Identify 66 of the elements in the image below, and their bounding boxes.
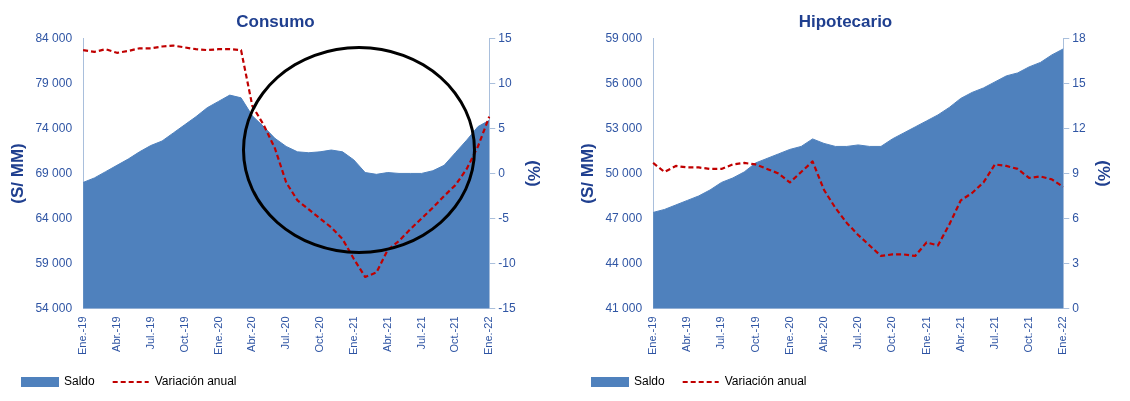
y2-tick-label: 18 <box>1072 30 1086 45</box>
y-tick-label: 59 000 <box>35 255 73 270</box>
y2-tick-label: 6 <box>1072 210 1080 225</box>
y2-axis-title: (%) <box>524 160 544 187</box>
y-tick-label: 84 000 <box>35 30 73 45</box>
x-tick-label: Abr.-20 <box>245 316 258 352</box>
y2-tick-label: -15 <box>498 300 516 315</box>
x-tick-label: Ene.-19 <box>76 316 89 355</box>
y2-tick-label: 0 <box>498 165 506 180</box>
y2-axis-title: (%) <box>1094 160 1114 187</box>
y-tick-label: 47 000 <box>605 210 643 225</box>
y-tick-label: 44 000 <box>605 255 643 270</box>
x-tick-label: Jul.-20 <box>851 316 864 350</box>
x-tick-label: Jul.-20 <box>279 316 292 350</box>
x-tick-label: Ene.-22 <box>1056 316 1069 355</box>
x-tick-label: Ene.-22 <box>482 316 495 355</box>
chart-title: Hipotecario <box>798 11 893 31</box>
x-tick-label: Ene.-20 <box>211 316 224 355</box>
line-series <box>82 44 491 279</box>
y-tick-label: 53 000 <box>605 120 643 135</box>
y-tick-label: 59 000 <box>605 30 643 45</box>
x-tick-label: Ene.-19 <box>646 316 659 355</box>
x-tick-label: Abr.-19 <box>109 316 122 352</box>
y-tick-label: 79 000 <box>35 75 73 90</box>
y-tick-label: 56 000 <box>605 75 643 90</box>
x-tick-label: Oct.-21 <box>448 316 461 353</box>
x-tick-label: Jul.-21 <box>987 316 1000 350</box>
x-tick-label: Jul.-19 <box>714 316 727 350</box>
x-tick-label: Jul.-21 <box>414 316 427 350</box>
y-tick-label: 41 000 <box>605 300 643 315</box>
x-tick-label: Abr.-20 <box>817 316 830 352</box>
x-tick-label: Jul.-19 <box>143 316 156 350</box>
y-tick-label: 69 000 <box>35 165 73 180</box>
x-tick-label: Abr.-21 <box>953 316 966 352</box>
legend-label: Variación anual <box>154 374 237 389</box>
y2-tick-label: -5 <box>498 210 510 225</box>
x-tick-label: Abr.-19 <box>680 316 693 352</box>
y2-tick-label: 3 <box>1072 255 1080 270</box>
y-tick-label: 64 000 <box>35 210 73 225</box>
y-tick-label: 74 000 <box>35 120 73 135</box>
y2-tick-label: 15 <box>498 30 512 45</box>
x-tick-label: Oct.-21 <box>1022 316 1035 353</box>
y2-tick-label: -10 <box>498 255 516 270</box>
x-tick-label: Ene.-21 <box>919 316 932 355</box>
x-tick-label: Oct.-19 <box>748 316 761 353</box>
x-tick-label: Oct.-20 <box>885 316 898 353</box>
legend-label: Saldo <box>634 374 666 389</box>
y2-tick-label: 5 <box>498 120 506 135</box>
y2-tick-label: 12 <box>1072 120 1086 135</box>
line-series <box>652 160 1065 258</box>
y-axis-title: (S/ MM) <box>7 143 27 204</box>
x-tick-label: Oct.-20 <box>313 316 326 353</box>
x-tick-label: Abr.-21 <box>380 316 393 352</box>
y2-tick-label: 0 <box>1072 300 1080 315</box>
chart-title: Consumo <box>236 11 315 31</box>
y2-tick-label: 9 <box>1072 165 1080 180</box>
y-tick-label: 50 000 <box>605 165 643 180</box>
x-tick-label: Ene.-20 <box>782 316 795 355</box>
x-tick-label: Ene.-21 <box>346 316 359 355</box>
y-tick-label: 54 000 <box>35 300 73 315</box>
y2-tick-label: 15 <box>1072 75 1086 90</box>
legend-label: Variación anual <box>724 374 807 389</box>
x-tick-label: Oct.-19 <box>177 316 190 353</box>
y-axis-title: (S/ MM) <box>577 143 597 204</box>
legend-label: Saldo <box>64 374 96 389</box>
y2-tick-label: 10 <box>498 75 512 90</box>
